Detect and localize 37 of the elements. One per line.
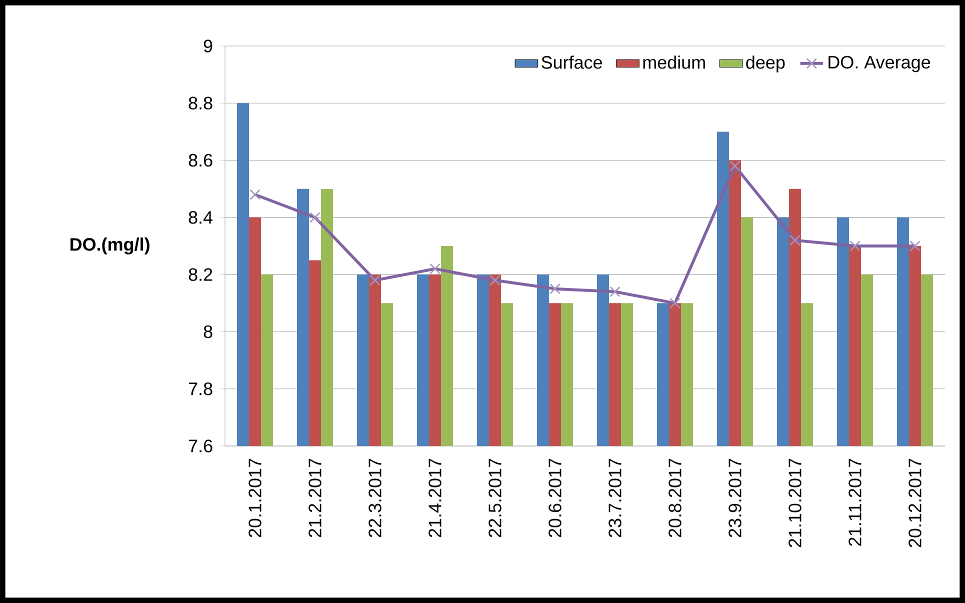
point <box>850 240 860 252</box>
point <box>430 263 440 274</box>
legend-label: deep <box>746 56 785 72</box>
y-tick-label: 8.2 <box>188 268 212 281</box>
point <box>790 234 800 246</box>
x-tick-label: 21.2.2017 <box>308 458 322 538</box>
x-tick-label: 22.5.2017 <box>488 458 502 538</box>
point <box>310 212 320 223</box>
point <box>670 298 680 309</box>
x-tick-label: 21.11.2017 <box>848 458 862 546</box>
y-tick-label: 7.8 <box>188 382 212 396</box>
y-tick-label: 8.6 <box>188 154 212 167</box>
y-tick-label: 8.8 <box>188 96 212 110</box>
y-tick-label: 8 <box>204 325 212 338</box>
y-axis-title: DO.(mg/l) <box>70 238 150 254</box>
x-tick-label: 20.1.2017 <box>248 458 262 538</box>
y-tick-label: 7.6 <box>188 440 212 452</box>
point <box>490 274 500 286</box>
y-tick-label: 8.4 <box>188 211 213 224</box>
x-tick-label: 20.8.2017 <box>668 458 682 538</box>
point <box>370 274 380 286</box>
x-tick-label: 21.10.2017 <box>788 458 802 548</box>
point <box>610 286 620 298</box>
x-tick-label: 23.7.2017 <box>608 458 622 538</box>
point <box>250 189 260 200</box>
x-tick-label: 22.3.2017 <box>368 458 382 538</box>
legend-label: Surface <box>542 56 602 69</box>
x-tick-label: 23.9.2017 <box>728 458 742 538</box>
y-tick-label: 9 <box>204 40 212 52</box>
point <box>550 283 560 294</box>
legend-label: DO. Average <box>828 56 930 72</box>
point <box>910 240 920 252</box>
point <box>730 160 740 172</box>
x-tick-label: 20.6.2017 <box>548 458 562 538</box>
legend-label: medium <box>643 56 705 69</box>
x-tick-label: 21.4.2017 <box>428 458 442 538</box>
x-tick-label: 20.12.2017 <box>908 458 922 548</box>
